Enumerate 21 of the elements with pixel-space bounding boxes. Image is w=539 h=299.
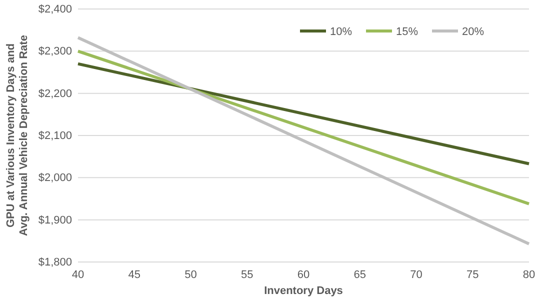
y-axis-title: GPU at Various Inventory Days and Avg. Annual Vehicle Depreciation Rate bbox=[5, 35, 30, 236]
x-tick-label: 50 bbox=[184, 268, 197, 281]
x-tick-label: 70 bbox=[410, 268, 422, 281]
y-tick-label: $1,900 bbox=[38, 214, 72, 226]
y-tick-label: $2,200 bbox=[38, 88, 72, 100]
x-tick-label: 60 bbox=[297, 268, 310, 281]
y-tick-label: $2,300 bbox=[38, 46, 72, 58]
legend-label: 20% bbox=[462, 26, 484, 38]
x-tick-label: 45 bbox=[128, 268, 140, 281]
x-tick-label: 55 bbox=[241, 268, 254, 281]
y-tick-label: $1,800 bbox=[38, 256, 72, 269]
y-tick-label: $2,400 bbox=[38, 4, 72, 16]
legend-label: 15% bbox=[396, 26, 418, 38]
y-tick-label: $2,100 bbox=[38, 130, 72, 142]
x-tick-label: 80 bbox=[522, 268, 536, 281]
x-tick-label: 40 bbox=[72, 268, 84, 281]
x-tick-label: 75 bbox=[466, 268, 479, 281]
x-axis-title: Inventory Days bbox=[264, 285, 343, 297]
legend-label: 10% bbox=[330, 26, 352, 38]
x-tick-label: 65 bbox=[354, 268, 366, 281]
y-tick-label: $2,000 bbox=[38, 172, 72, 184]
